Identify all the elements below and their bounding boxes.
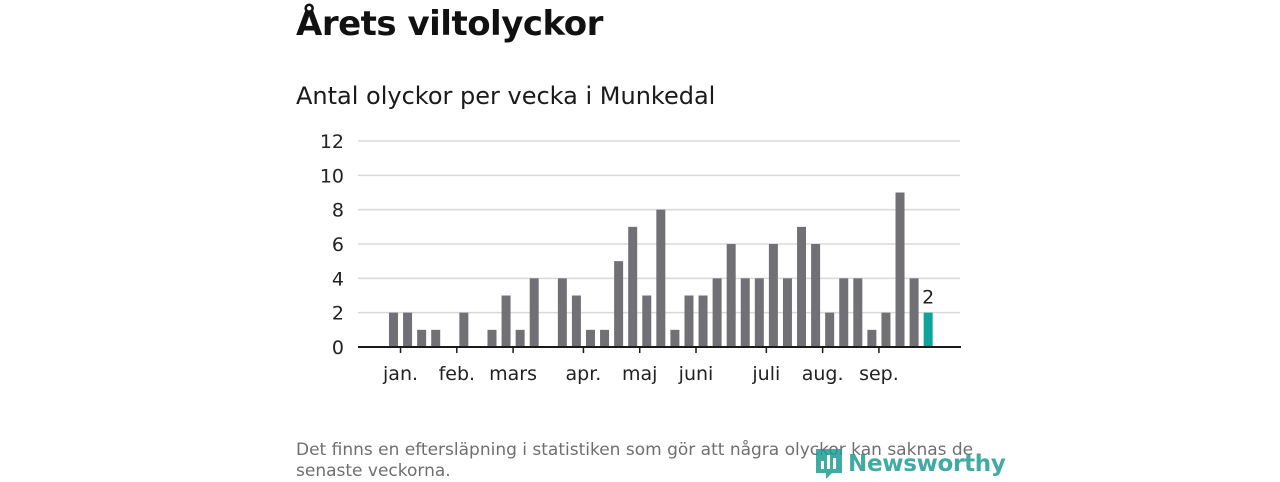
newsworthy-logo: Newsworthy xyxy=(814,446,1006,482)
bar xyxy=(670,329,680,347)
y-tick-label: 12 xyxy=(320,131,344,153)
bar xyxy=(782,278,792,347)
y-tick-label: 4 xyxy=(332,268,344,290)
newsworthy-brand: Newsworthy xyxy=(848,451,1006,477)
y-tick-label: 2 xyxy=(332,303,344,325)
y-tick-label: 8 xyxy=(332,200,344,222)
x-tick-label: juli xyxy=(751,363,780,385)
bar xyxy=(740,278,750,347)
x-tick-label: mars xyxy=(489,363,537,385)
bar xyxy=(797,226,807,347)
bar xyxy=(600,329,610,347)
x-tick-label: juni xyxy=(678,363,714,385)
bar xyxy=(698,295,708,347)
bar xyxy=(487,329,497,347)
x-tick-label: aug. xyxy=(802,363,844,385)
bar xyxy=(557,278,567,347)
bar xyxy=(403,312,413,347)
bar xyxy=(853,278,863,347)
bar xyxy=(684,295,694,347)
newsworthy-logo-icon xyxy=(816,449,842,479)
bar xyxy=(417,329,427,347)
bar xyxy=(754,278,764,347)
bar xyxy=(895,192,905,347)
bar xyxy=(642,295,652,347)
chart-subtitle: Antal olyckor per vecka i Munkedal xyxy=(296,82,716,110)
bar xyxy=(529,278,539,347)
x-tick-label: apr. xyxy=(566,363,602,385)
y-tick-label: 6 xyxy=(332,234,344,256)
bar xyxy=(628,226,638,347)
bar xyxy=(839,278,849,347)
bar xyxy=(501,295,511,347)
x-tick-label: feb. xyxy=(439,363,475,385)
bar xyxy=(656,209,666,347)
bar xyxy=(909,278,919,347)
bar xyxy=(726,244,736,347)
bar xyxy=(614,261,624,347)
bar xyxy=(571,295,581,347)
bar xyxy=(585,329,595,347)
bar xyxy=(825,312,835,347)
x-tick-label: sep. xyxy=(859,363,899,385)
bar xyxy=(515,329,525,347)
bar xyxy=(712,278,722,347)
y-tick-label: 10 xyxy=(320,165,344,187)
x-tick-label: maj xyxy=(622,363,657,385)
footnote: Det finns en eftersläpning i statistiken… xyxy=(296,440,974,481)
x-tick-label: jan. xyxy=(382,363,418,385)
bar xyxy=(881,312,891,347)
page-title: Årets viltolyckor xyxy=(296,4,603,44)
bar xyxy=(811,244,821,347)
y-tick-label: 0 xyxy=(332,337,344,359)
bar xyxy=(867,329,877,347)
bar-highlight xyxy=(923,312,933,347)
bar xyxy=(768,244,778,347)
bar xyxy=(431,329,441,347)
bar xyxy=(459,312,469,347)
bar-value-label: 2 xyxy=(922,287,934,309)
bar xyxy=(389,312,398,347)
